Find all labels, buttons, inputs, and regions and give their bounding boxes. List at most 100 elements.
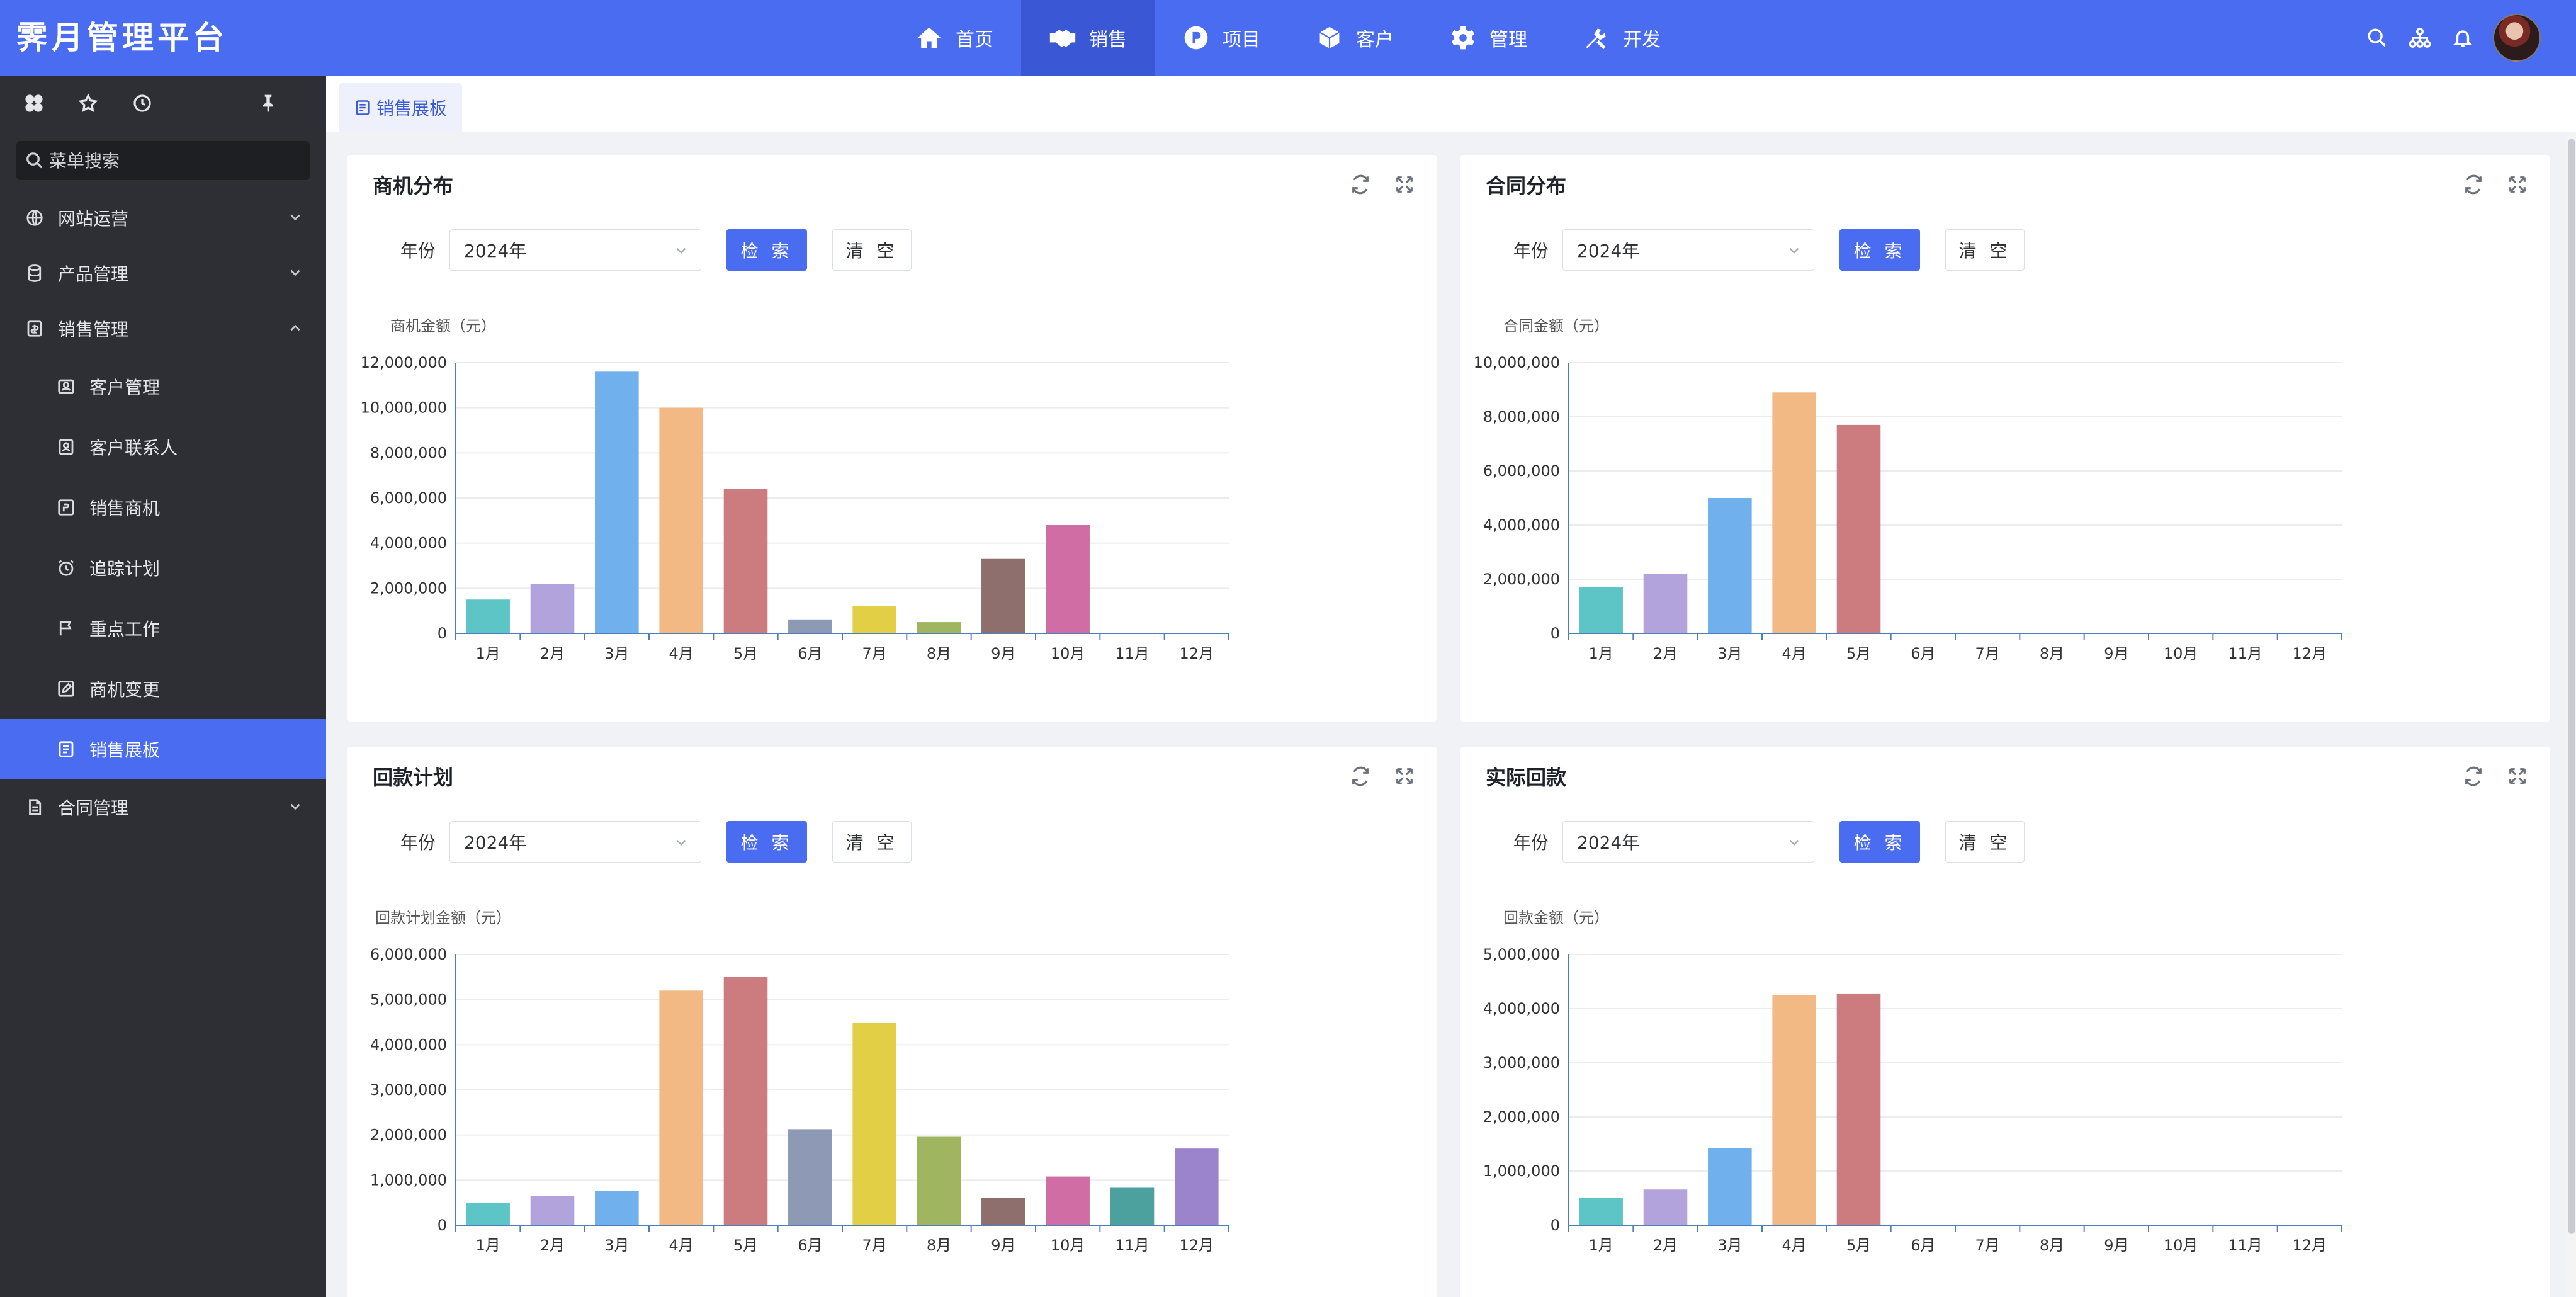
sidebar-group-contract[interactable]: 合同管理 — [0, 779, 326, 835]
flag-icon — [57, 619, 76, 638]
star-icon[interactable] — [76, 91, 101, 116]
avatar[interactable] — [2493, 14, 2541, 62]
search-button[interactable]: 检 索 — [726, 821, 808, 863]
fullscreen-icon[interactable] — [1394, 174, 1415, 195]
search-icon[interactable] — [2366, 26, 2388, 49]
topnav-label: 客户 — [1356, 29, 1394, 51]
x-tick-label: 12月 — [1180, 1237, 1214, 1254]
bar-6 — [788, 1129, 832, 1225]
card-title: 商机分布 — [373, 174, 454, 198]
main-scrollbar[interactable] — [2567, 132, 2576, 1297]
bar-chart: 合同金额（元） 0 2,000,000 4,000,000 6,000,000 8,000… — [1474, 317, 2342, 662]
clear-button[interactable]: 清 空 — [1945, 821, 2025, 863]
refresh-icon[interactable] — [1350, 766, 1371, 787]
x-tick-label: 4月 — [1782, 1237, 1807, 1254]
chevron-down-icon — [287, 798, 303, 815]
year-select[interactable]: 2024年 — [1562, 229, 1815, 271]
tab-sales-dashboard[interactable]: 销售展板 — [339, 83, 463, 132]
y-tick-label: 0 — [1551, 625, 1560, 642]
x-tick-label: 11月 — [1115, 1237, 1150, 1254]
sidebar-toolbar — [0, 76, 326, 131]
search-button[interactable]: 检 索 — [1839, 821, 1921, 863]
sidebar-group-sales[interactable]: 销售管理 — [0, 301, 326, 356]
bar-8 — [917, 622, 961, 633]
x-tick-label: 4月 — [1782, 645, 1807, 662]
fullscreen-icon[interactable] — [2507, 766, 2528, 787]
x-tick-label: 8月 — [927, 1237, 951, 1254]
top-navigation: 首页 销售 项目 客户 — [888, 0, 1688, 76]
x-tick-label: 11月 — [2228, 1237, 2262, 1254]
y-tick-label: 6,000,000 — [370, 946, 447, 963]
y-axis-label: 回款金额（元） — [1503, 909, 1609, 927]
bar-9 — [981, 558, 1025, 633]
bar-1 — [466, 599, 510, 633]
sitemap-icon[interactable] — [2409, 26, 2431, 49]
year-label: 年份 — [400, 241, 436, 261]
topnav-customer[interactable]: 客户 — [1288, 0, 1421, 76]
year-select[interactable]: 2024年 — [449, 229, 702, 271]
card-actions — [2440, 766, 2528, 787]
sidebar-item-label: 商机变更 — [89, 679, 161, 700]
refresh-icon[interactable] — [2463, 174, 2484, 195]
topnav-project[interactable]: 项目 — [1155, 0, 1288, 76]
search-button[interactable]: 检 索 — [1839, 229, 1921, 271]
fullscreen-icon[interactable] — [1394, 766, 1415, 787]
bar-1 — [1579, 587, 1623, 633]
menu-search[interactable] — [16, 141, 310, 180]
bar-3 — [1708, 498, 1752, 633]
topnav-dev[interactable]: 开发 — [1555, 0, 1688, 76]
y-tick-label: 0 — [1551, 1216, 1560, 1234]
y-tick-label: 4,000,000 — [1483, 1000, 1560, 1017]
x-tick-label: 5月 — [733, 645, 758, 662]
top-header: 霁月管理平台 首页 销售 项目 — [0, 0, 2576, 76]
apps-icon[interactable] — [21, 91, 47, 116]
x-tick-label: 3月 — [1717, 645, 1742, 662]
bar-4 — [1772, 392, 1816, 633]
fullscreen-icon[interactable] — [2507, 174, 2528, 195]
search-button[interactable]: 检 索 — [726, 229, 808, 271]
year-select[interactable]: 2024年 — [1562, 821, 1815, 863]
money-icon — [57, 498, 76, 517]
clear-button[interactable]: 清 空 — [832, 821, 912, 863]
x-tick-label: 12月 — [1180, 645, 1214, 662]
clear-button[interactable]: 清 空 — [832, 229, 912, 271]
sidebar-group-label: 销售管理 — [58, 319, 129, 340]
clear-button[interactable]: 清 空 — [1945, 229, 2025, 271]
sidebar-item-dashboard[interactable]: 销售展板 — [0, 719, 326, 779]
refresh-icon[interactable] — [1350, 174, 1371, 195]
sidebar-item-tracking[interactable]: 追踪计划 — [0, 538, 326, 598]
x-tick-label: 2月 — [540, 1237, 565, 1254]
pin-icon[interactable] — [256, 91, 281, 116]
chevron-down-icon — [287, 209, 303, 225]
sidebar-item-keywork[interactable]: 重点工作 — [0, 598, 326, 659]
chevron-down-icon — [676, 839, 686, 846]
tab-label: 销售展板 — [376, 98, 448, 119]
sidebar-group-website[interactable]: 网站运营 — [0, 190, 326, 246]
year-select[interactable]: 2024年 — [449, 821, 702, 863]
scrollbar-thumb[interactable] — [2568, 139, 2575, 1234]
bar-chart: 回款金额（元） 0 1,000,000 2,000,000 3,000,000 4,000… — [1483, 909, 2342, 1254]
bar-2 — [530, 1196, 575, 1225]
bell-icon[interactable] — [2451, 26, 2474, 49]
menu-search-input[interactable] — [49, 141, 301, 180]
bar-12 — [1175, 1148, 1219, 1225]
sidebar-item-customer[interactable]: 客户管理 — [0, 356, 326, 417]
sidebar-item-opportunity[interactable]: 销售商机 — [0, 477, 326, 538]
x-tick-label: 10月 — [1051, 645, 1085, 662]
card-title: 合同分布 — [1486, 174, 1567, 198]
y-axis-label: 商机金额（元） — [390, 317, 496, 335]
bar-5 — [1836, 993, 1881, 1225]
sidebar-group-product[interactable]: 产品管理 — [0, 246, 326, 301]
project-icon — [1182, 24, 1210, 52]
sidebar-item-contacts[interactable]: 客户联系人 — [0, 417, 326, 477]
bar-9 — [981, 1198, 1025, 1225]
sidebar-item-change[interactable]: 商机变更 — [0, 659, 326, 719]
bar-4 — [659, 990, 703, 1225]
x-tick-label: 8月 — [2040, 645, 2064, 662]
topnav-sales[interactable]: 销售 — [1021, 0, 1155, 76]
history-icon[interactable] — [130, 91, 155, 116]
topnav-manage[interactable]: 管理 — [1421, 0, 1555, 76]
bar-3 — [595, 371, 639, 633]
refresh-icon[interactable] — [2463, 766, 2484, 787]
topnav-home[interactable]: 首页 — [888, 0, 1021, 76]
